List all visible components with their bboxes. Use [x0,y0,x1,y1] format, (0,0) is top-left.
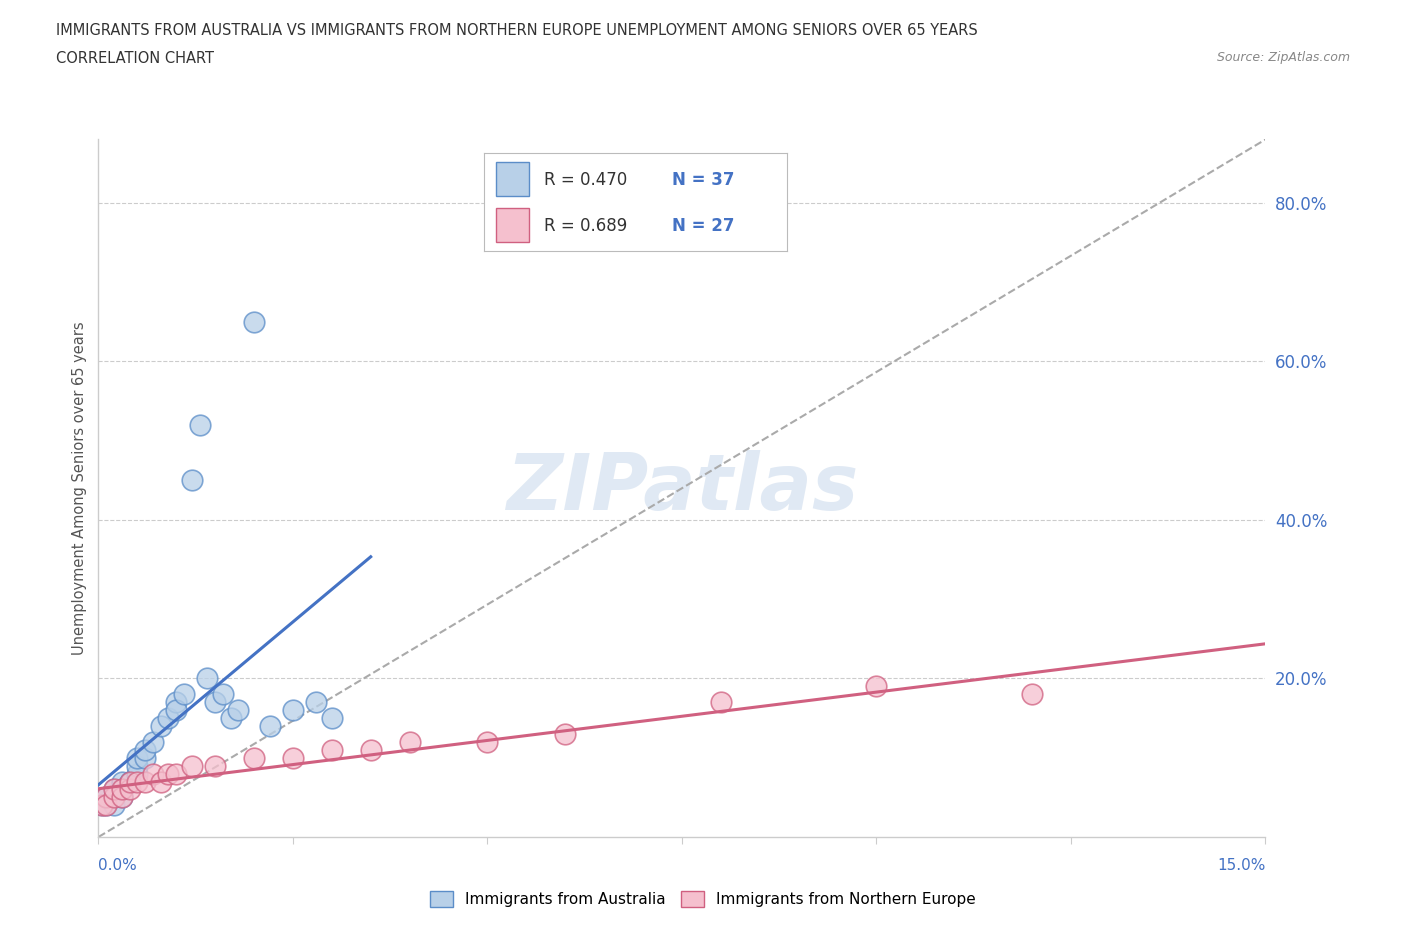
Point [180,472,202,487]
Point [165,766,187,781]
Point [219,711,242,725]
Point [204,695,226,710]
Point [134,774,156,789]
Text: 15.0%: 15.0% [1218,857,1265,872]
Point [281,703,304,718]
Text: 0.0%: 0.0% [98,857,138,872]
Point [134,751,156,765]
Text: IMMIGRANTS FROM AUSTRALIA VS IMMIGRANTS FROM NORTHERN EUROPE UNEMPLOYMENT AMONG : IMMIGRANTS FROM AUSTRALIA VS IMMIGRANTS … [56,23,979,38]
Point [103,782,125,797]
Point [134,742,156,757]
Point [96,798,118,813]
Point [321,742,343,757]
Point [243,751,266,765]
Point [96,798,118,813]
Point [1021,687,1043,702]
Point [180,758,202,773]
Point [477,735,499,750]
Point [188,418,211,432]
Point [360,742,382,757]
Point [103,798,125,813]
Point [111,774,134,789]
Text: Source: ZipAtlas.com: Source: ZipAtlas.com [1216,51,1350,64]
Point [149,774,172,789]
Point [118,774,141,789]
Text: CORRELATION CHART: CORRELATION CHART [56,51,214,66]
Point [173,687,195,702]
Point [111,790,134,804]
Point [165,695,187,710]
Point [103,790,125,804]
Point [142,735,165,750]
Point [103,790,125,804]
Point [398,735,420,750]
Point [157,766,180,781]
Point [259,719,281,734]
Point [228,703,250,718]
Point [212,687,235,702]
Point [111,782,134,797]
Point [195,671,218,686]
Point [554,726,576,741]
Legend: Immigrants from Australia, Immigrants from Northern Europe: Immigrants from Australia, Immigrants fr… [425,884,981,913]
Point [91,798,114,813]
Point [127,751,149,765]
Y-axis label: Unemployment Among Seniors over 65 years: Unemployment Among Seniors over 65 years [72,322,87,655]
Point [710,695,733,710]
Point [243,314,266,329]
Point [127,758,149,773]
Point [111,782,134,797]
Point [142,766,165,781]
Point [103,790,125,804]
Point [96,790,118,804]
Point [204,758,226,773]
Point [281,751,304,765]
Point [305,695,328,710]
Point [165,703,187,718]
Point [111,782,134,797]
Point [157,711,180,725]
Point [118,774,141,789]
Point [127,774,149,789]
Point [111,790,134,804]
Point [118,774,141,789]
Point [96,790,118,804]
Point [118,782,141,797]
Text: ZIPatlas: ZIPatlas [506,450,858,526]
Point [321,711,343,725]
Point [127,766,149,781]
Point [149,719,172,734]
Point [865,679,887,694]
Point [96,790,118,804]
Point [91,798,114,813]
Point [103,782,125,797]
